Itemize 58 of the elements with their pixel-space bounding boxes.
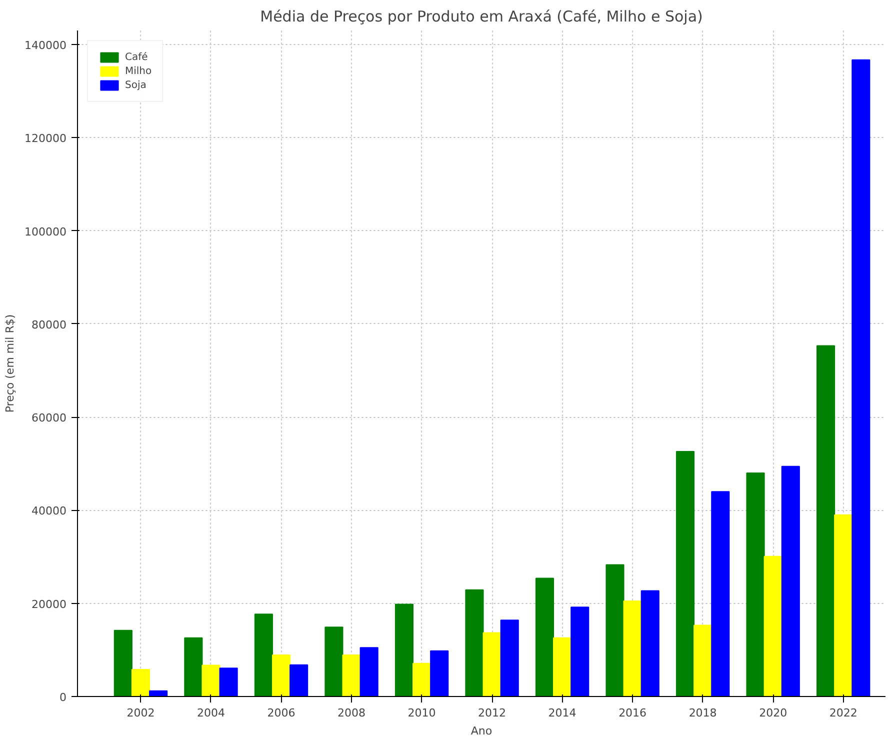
bar (412, 662, 432, 696)
bar (149, 690, 168, 696)
x-tick-label: 2018 (688, 706, 717, 720)
chart-title: Média de Preços por Produto em Araxá (Café, Milho e Soja) (260, 8, 703, 26)
x-tick-label: 2016 (618, 706, 647, 720)
y-tick-label: 140000 (24, 38, 67, 52)
bar (694, 624, 712, 696)
x-tick-label: 2020 (759, 706, 788, 720)
bar (500, 620, 519, 696)
legend-label: Café (125, 52, 148, 62)
bar (272, 654, 291, 696)
bar (852, 59, 870, 696)
bar (570, 606, 590, 696)
bar (535, 578, 554, 696)
bar (834, 514, 853, 696)
bar (816, 345, 836, 696)
bar (711, 491, 730, 696)
legend-label: Milho (125, 66, 152, 76)
x-tick-label: 2010 (408, 706, 436, 720)
x-tick-label: 2008 (338, 706, 366, 720)
y-tick-label: 60000 (32, 412, 67, 425)
bar (324, 626, 344, 696)
bar (465, 589, 484, 696)
bar (676, 451, 695, 696)
x-tick-label: 2002 (126, 706, 155, 720)
y-tick-label: 20000 (32, 598, 67, 611)
bar (764, 556, 782, 696)
bar (219, 668, 238, 696)
bar (131, 668, 150, 696)
bar (482, 632, 502, 696)
x-axis-title: Ano (470, 724, 492, 738)
bar (290, 664, 308, 696)
legend-label: Soja (125, 80, 146, 90)
bar (640, 590, 660, 696)
bar (606, 564, 624, 696)
y-tick-label: 80000 (32, 318, 67, 332)
bar (114, 630, 132, 696)
bar (394, 604, 414, 696)
y-tick-label: 0 (60, 691, 66, 704)
bar (342, 654, 361, 696)
bar (360, 647, 378, 696)
bar (623, 600, 642, 696)
x-tick-label: 2022 (829, 706, 858, 720)
bar (553, 637, 572, 696)
x-tick-label: 2012 (478, 706, 506, 720)
bar (746, 472, 765, 696)
x-tick-label: 2006 (267, 706, 296, 720)
y-tick-label: 120000 (24, 132, 67, 146)
bar (781, 466, 800, 696)
bar (202, 664, 220, 696)
y-axis-title: Preço (em mil R$) (4, 314, 17, 413)
x-tick-label: 2014 (548, 706, 576, 720)
bar (184, 637, 203, 696)
bar (254, 614, 273, 696)
y-tick-label: 100000 (24, 225, 67, 238)
x-tick-label: 2004 (197, 706, 225, 720)
y-tick-label: 40000 (32, 504, 67, 518)
bar (430, 650, 449, 696)
